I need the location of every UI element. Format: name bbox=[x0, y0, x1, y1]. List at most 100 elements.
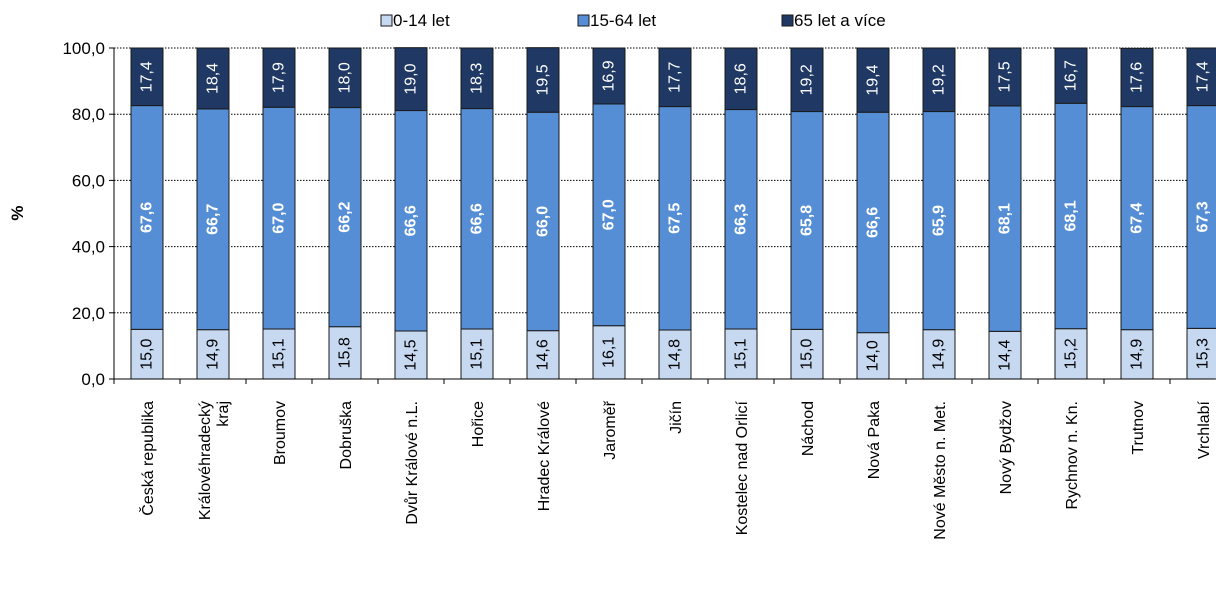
data-label: 15,8 bbox=[337, 337, 354, 368]
data-label: 14,9 bbox=[1129, 339, 1146, 370]
bar-segment-age-15-64 bbox=[130, 105, 164, 330]
bar-segment-age-0-14 bbox=[658, 329, 692, 380]
x-category-label: Broumov bbox=[272, 401, 289, 465]
data-label: 19,0 bbox=[403, 63, 420, 94]
data-label: 67,0 bbox=[601, 199, 618, 230]
legend: 0-14 let 15-64 let 65 let a více bbox=[380, 11, 886, 30]
data-label: 16,7 bbox=[1063, 60, 1080, 91]
data-label: 17,7 bbox=[667, 62, 684, 93]
y-tick-label: 60,0 bbox=[72, 171, 105, 190]
legend-swatch bbox=[380, 14, 393, 27]
bar-segment-age-65-plus bbox=[724, 47, 758, 111]
bar-segment-age-65-plus bbox=[130, 47, 164, 107]
data-label: 16,1 bbox=[601, 337, 618, 368]
bar-segment-age-65-plus bbox=[922, 47, 956, 113]
data-label: 66,2 bbox=[337, 201, 354, 232]
x-category-label: Nová Paka bbox=[866, 401, 883, 479]
x-category-label: Hradec Králové bbox=[536, 401, 553, 511]
x-category-label: kraj bbox=[215, 401, 232, 427]
bar-segment-age-15-64 bbox=[1186, 105, 1216, 329]
bar-segment-age-65-plus bbox=[1120, 47, 1154, 108]
data-label: 14,5 bbox=[403, 339, 420, 370]
x-category-label: Jaroměř bbox=[602, 400, 619, 459]
bar-segment-age-65-plus bbox=[790, 47, 824, 113]
data-label: 17,4 bbox=[139, 61, 156, 92]
data-label: 66,7 bbox=[205, 204, 222, 235]
x-category-label: Hořice bbox=[470, 401, 487, 447]
bar-segment-age-15-64 bbox=[790, 111, 824, 330]
bar-segment-age-65-plus bbox=[856, 47, 890, 113]
data-label: 68,1 bbox=[997, 203, 1014, 234]
data-label: 65,9 bbox=[931, 205, 948, 236]
bar-segment-age-65-plus bbox=[328, 47, 362, 109]
bar-segment-age-65-plus bbox=[394, 47, 428, 112]
x-category-label: Dobruška bbox=[338, 401, 355, 470]
data-label: 67,5 bbox=[667, 203, 684, 234]
bar-segment-age-0-14 bbox=[724, 328, 758, 380]
x-category-label: Trutnov bbox=[1130, 401, 1147, 455]
data-label: 14,4 bbox=[997, 339, 1014, 370]
bar-segment-age-15-64 bbox=[856, 111, 890, 334]
bar-segment-age-65-plus bbox=[526, 47, 560, 113]
data-label: 14,9 bbox=[205, 339, 222, 370]
x-category-label: Královéhradecký bbox=[197, 401, 214, 520]
data-label: 14,6 bbox=[535, 339, 552, 370]
bar-segment-age-65-plus bbox=[592, 47, 626, 105]
data-label: 19,5 bbox=[535, 64, 552, 95]
x-category-label: Dvůr Králové n.L. bbox=[403, 401, 421, 525]
data-label: 17,5 bbox=[997, 61, 1014, 92]
bar-segment-age-65-plus bbox=[1054, 47, 1088, 104]
bar-segment-age-0-14 bbox=[526, 330, 560, 380]
bar-segment-age-0-14 bbox=[130, 328, 164, 380]
data-label: 65,8 bbox=[799, 205, 816, 236]
data-label: 67,0 bbox=[271, 202, 288, 233]
axes: 0,0 20,0 40,0 60,0 80,0 100,0 Česká republika K… bbox=[62, 39, 1215, 540]
bar-segment-age-15-64 bbox=[460, 108, 494, 330]
data-label: 14,0 bbox=[865, 340, 882, 371]
y-tick-label: 20,0 bbox=[72, 304, 105, 323]
x-category-label: Nový Bydžov bbox=[998, 401, 1015, 494]
x-category-label: Nové Město n. Met. bbox=[932, 401, 949, 540]
bar-segment-age-0-14 bbox=[988, 330, 1022, 380]
data-label: 18,3 bbox=[469, 63, 486, 94]
bar-segment-age-65-plus bbox=[658, 47, 692, 108]
bar-segment-age-65-plus bbox=[196, 47, 230, 110]
legend-label: 0-14 let bbox=[393, 11, 450, 30]
data-label: 19,4 bbox=[865, 64, 882, 95]
bar-segment-age-15-64 bbox=[658, 106, 692, 331]
data-label: 16,9 bbox=[601, 60, 618, 91]
y-axis-label: % bbox=[8, 205, 27, 220]
data-label: 15,1 bbox=[271, 338, 288, 369]
data-label: 17,9 bbox=[271, 62, 288, 93]
y-tick-label: 0,0 bbox=[81, 370, 105, 389]
x-category-label: Jičín bbox=[668, 401, 685, 434]
legend-label: 15-64 let bbox=[590, 11, 656, 30]
data-label: 68,1 bbox=[1063, 200, 1080, 231]
legend-swatch bbox=[781, 14, 794, 27]
data-label: 66,6 bbox=[865, 207, 882, 238]
data-label: 15,3 bbox=[1195, 338, 1212, 369]
bar-segment-age-65-plus bbox=[262, 47, 296, 108]
bars: 15,0 67,6 17,4 14,9 66,7 18,4 15,1 67,0 17,9 15,8… bbox=[130, 47, 1216, 380]
data-label: 18,6 bbox=[733, 63, 750, 94]
x-category-label: Česká republika bbox=[138, 401, 157, 516]
data-label: 17,6 bbox=[1129, 62, 1146, 93]
legend-label: 65 let a více bbox=[794, 11, 886, 30]
bar-segment-age-0-14 bbox=[856, 332, 890, 380]
bar-segment-age-15-64 bbox=[922, 111, 956, 331]
data-label: 18,4 bbox=[205, 63, 222, 94]
bar-segment-age-15-64 bbox=[262, 106, 296, 330]
bar-segment-age-65-plus bbox=[460, 47, 494, 110]
data-label: 66,3 bbox=[733, 204, 750, 235]
data-label: 15,2 bbox=[1063, 338, 1080, 369]
data-label: 19,2 bbox=[931, 64, 948, 95]
bar-segment-age-15-64 bbox=[1120, 106, 1154, 331]
data-label: 67,6 bbox=[139, 202, 156, 233]
bar-segment-age-15-64 bbox=[724, 109, 758, 330]
bar-segment-age-15-64 bbox=[394, 110, 428, 332]
data-label: 19,2 bbox=[799, 64, 816, 95]
data-label: 15,1 bbox=[469, 338, 486, 369]
data-label: 15,1 bbox=[733, 338, 750, 369]
